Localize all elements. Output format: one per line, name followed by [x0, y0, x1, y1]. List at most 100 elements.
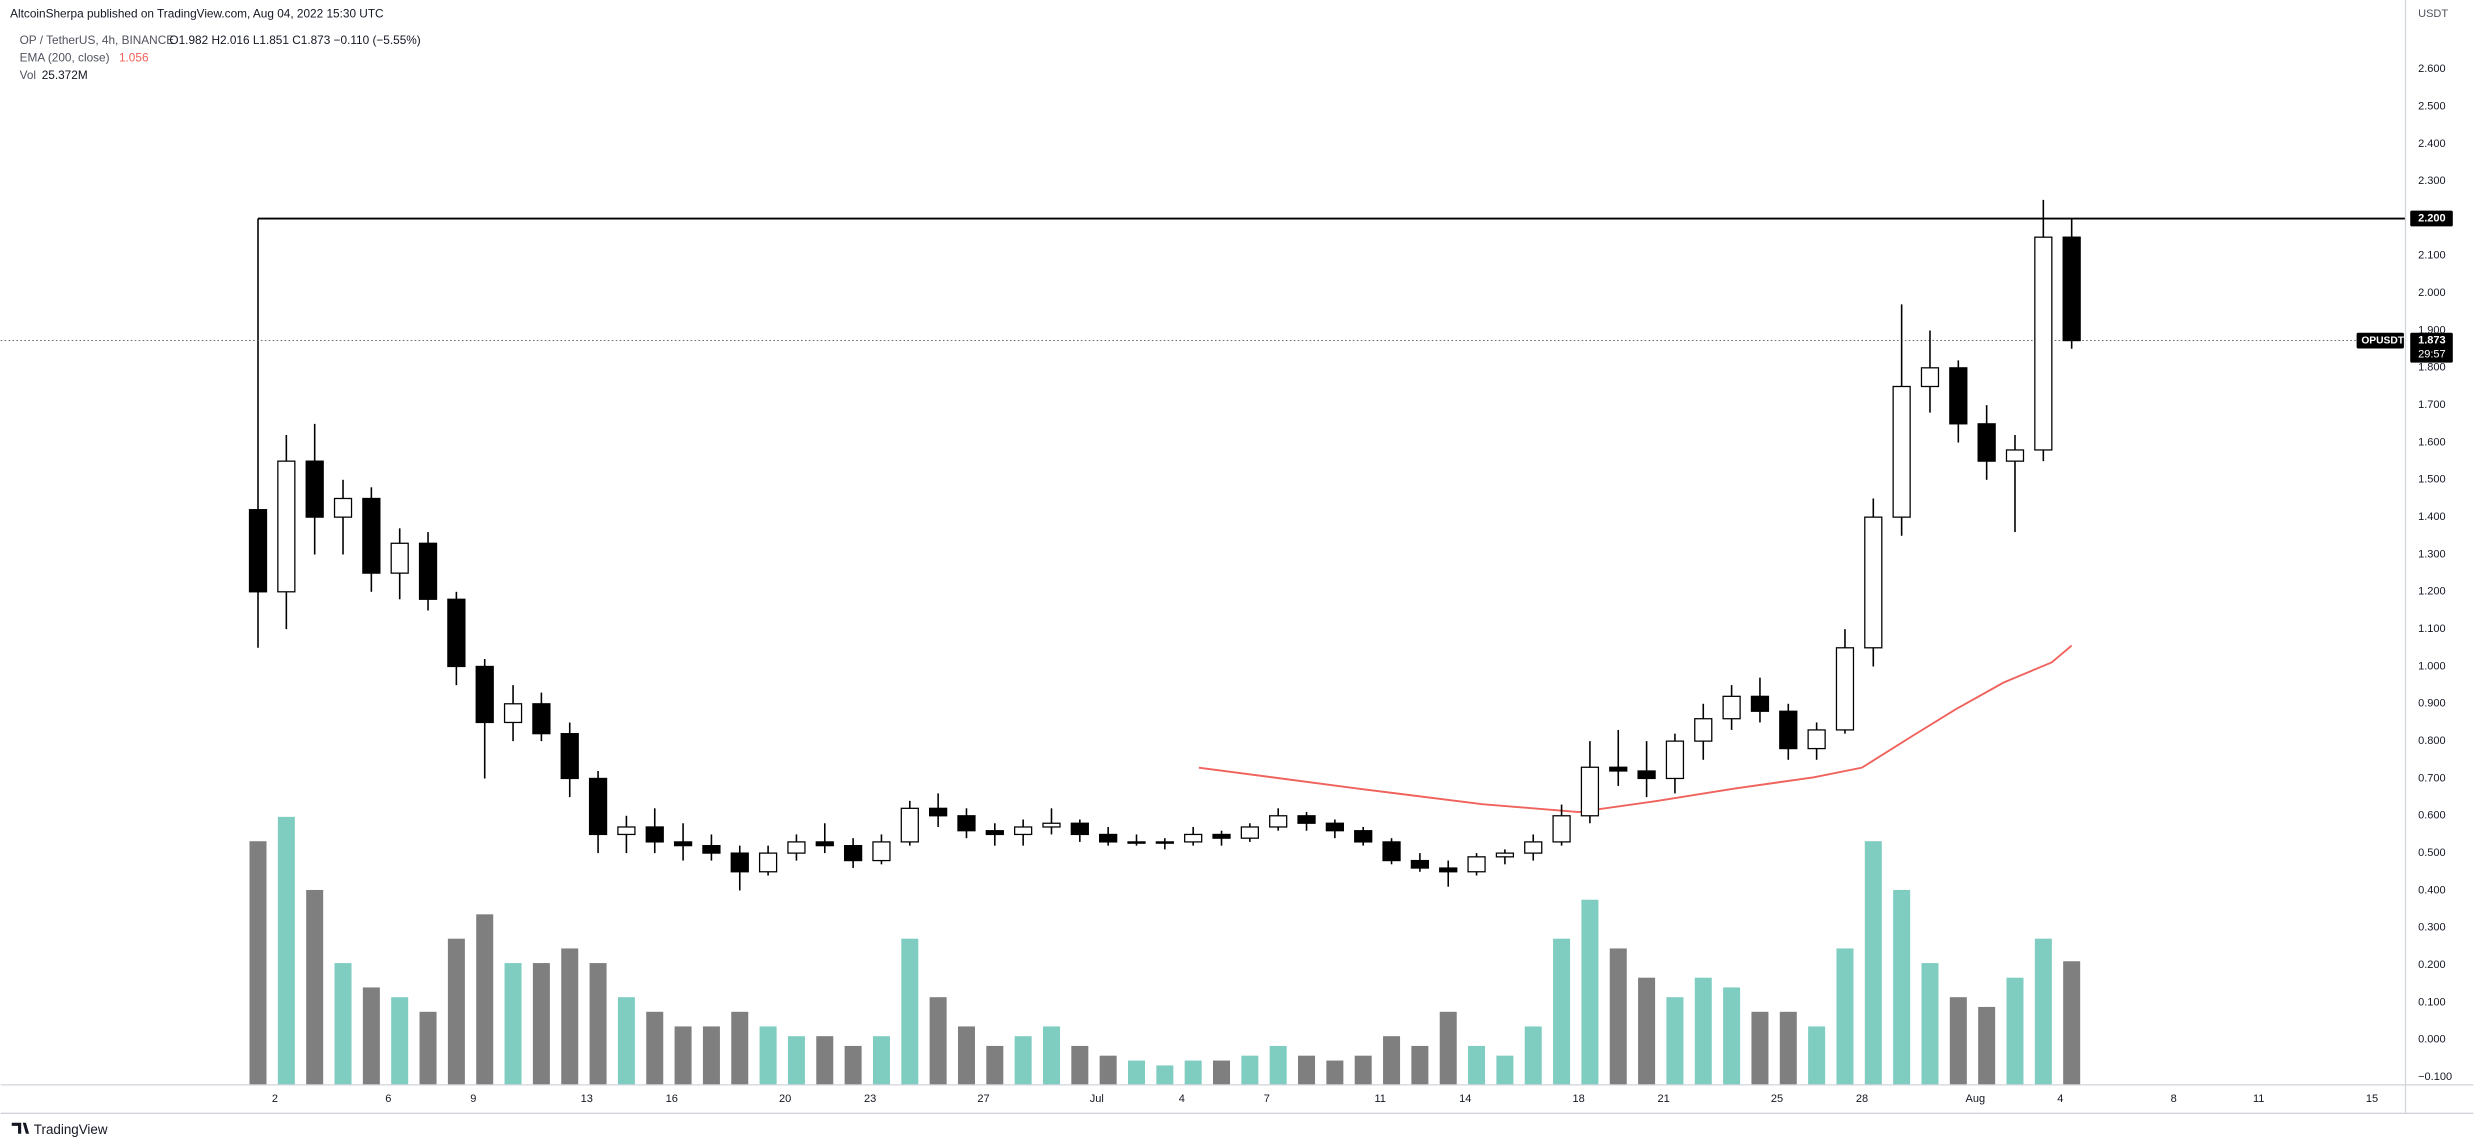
- y-tick-label: 1.700: [2418, 399, 2446, 411]
- y-tick-label: 1.400: [2418, 511, 2446, 523]
- volume-bar: [1921, 963, 1939, 1085]
- volume-bar: [1354, 1055, 1372, 1085]
- y-tick-label: 0.200: [2418, 959, 2446, 971]
- volume-bar: [901, 938, 919, 1085]
- candle: [730, 845, 749, 891]
- candle: [843, 838, 863, 869]
- y-tick-label: 0.400: [2418, 884, 2446, 896]
- candle-body: [787, 841, 806, 854]
- x-tick-label: 15: [2366, 1093, 2378, 1105]
- volume-bar: [674, 1026, 692, 1085]
- volume-bar: [1808, 1026, 1826, 1085]
- volume-bar: [1694, 977, 1712, 1085]
- candle: [1467, 853, 1486, 876]
- candle-body: [362, 497, 381, 574]
- candle: [1552, 804, 1571, 846]
- volume-bar: [1099, 1055, 1117, 1085]
- y-tick-label: 1.800: [2418, 362, 2446, 374]
- x-tick-label: 27: [977, 1093, 989, 1105]
- level-label-box: [2410, 210, 2453, 227]
- x-tick-label: 11: [1374, 1093, 1385, 1105]
- candle-body: [1580, 766, 1600, 817]
- candle-body: [1694, 718, 1713, 742]
- volume-bar: [532, 963, 550, 1085]
- volume-bar: [561, 948, 579, 1085]
- x-tick-label: 18: [1572, 1093, 1584, 1105]
- candle: [1864, 498, 1883, 667]
- volume-bar: [476, 914, 494, 1085]
- ohlc: O1.982 H2.016 L1.851 C1.873 −0.110 (−5.5…: [169, 33, 420, 47]
- candle-body: [985, 830, 1004, 836]
- candle-body: [532, 703, 551, 735]
- candle-body: [1325, 822, 1345, 832]
- volume-bar: [646, 1011, 664, 1085]
- candle-body: [1127, 841, 1146, 844]
- x-tick-label: 2: [272, 1093, 278, 1105]
- candle: [475, 658, 494, 779]
- candle: [305, 423, 324, 555]
- y-tick-label: 2.000: [2418, 287, 2446, 299]
- volume-bar: [1893, 889, 1911, 1085]
- x-tick-label: 7: [1264, 1093, 1270, 1105]
- volume-bar: [391, 997, 409, 1085]
- price-label-box: [2410, 332, 2453, 363]
- symbol-label-box: [2356, 332, 2404, 349]
- y-tick-label: 0.300: [2418, 922, 2446, 934]
- y-tick-label: 0.700: [2418, 772, 2446, 784]
- candle: [333, 479, 353, 555]
- volume-bar: [1978, 1006, 1996, 1085]
- candle-body: [1977, 423, 1996, 462]
- candle: [1354, 826, 1373, 846]
- candle-body: [1949, 367, 1968, 425]
- candle: [1382, 838, 1401, 865]
- candle-body: [1665, 740, 1685, 780]
- volume-bar: [957, 1026, 975, 1085]
- candle: [1325, 819, 1345, 839]
- candle: [1269, 808, 1288, 831]
- candle: [1694, 703, 1713, 760]
- volume-bar: [277, 816, 295, 1085]
- candle: [928, 793, 948, 827]
- volume-bar: [929, 997, 947, 1085]
- candle-body: [673, 841, 693, 847]
- candle-body: [1042, 822, 1061, 828]
- candle-body: [390, 542, 409, 574]
- candle-body: [758, 852, 778, 873]
- volume-bar: [1326, 1060, 1344, 1085]
- candle: [2062, 218, 2081, 349]
- candle: [1297, 812, 1316, 831]
- volume-bar: [1468, 1045, 1486, 1085]
- y-tick-label: 1.500: [2418, 474, 2446, 486]
- vol-label: Vol: [20, 68, 36, 82]
- candle-body: [1609, 766, 1628, 772]
- candle: [702, 834, 721, 861]
- candle-body: [503, 703, 523, 724]
- candle-body: [1467, 856, 1486, 873]
- volume-bar: [617, 997, 635, 1085]
- candle-body: [248, 509, 268, 593]
- footer-brand: TradingView: [34, 1122, 108, 1137]
- volume-bar: [1949, 997, 1967, 1085]
- volume-bar: [787, 1036, 805, 1085]
- candle-body: [645, 826, 664, 843]
- volume-bar: [1156, 1065, 1174, 1085]
- candle: [645, 808, 664, 854]
- volume-bar: [1779, 1011, 1797, 1085]
- candle-body: [1297, 815, 1316, 824]
- candle: [2034, 199, 2053, 462]
- volume-bar: [1609, 948, 1627, 1085]
- y-tick-label: 1.000: [2418, 660, 2446, 672]
- volume-bar: [306, 889, 324, 1085]
- candle: [1920, 330, 1940, 413]
- x-tick-label: 6: [385, 1093, 391, 1105]
- plot-area: [0, 199, 2406, 1085]
- axis-unit: USDT: [2418, 8, 2448, 20]
- x-tick-label: 25: [1771, 1093, 1783, 1105]
- volume-bar: [1751, 1011, 1769, 1085]
- symbol: OP / TetherUS, 4h, BINANCE: [20, 33, 175, 47]
- volume-bar: [2006, 977, 2024, 1085]
- candle: [1637, 741, 1656, 798]
- candle-body: [815, 841, 834, 847]
